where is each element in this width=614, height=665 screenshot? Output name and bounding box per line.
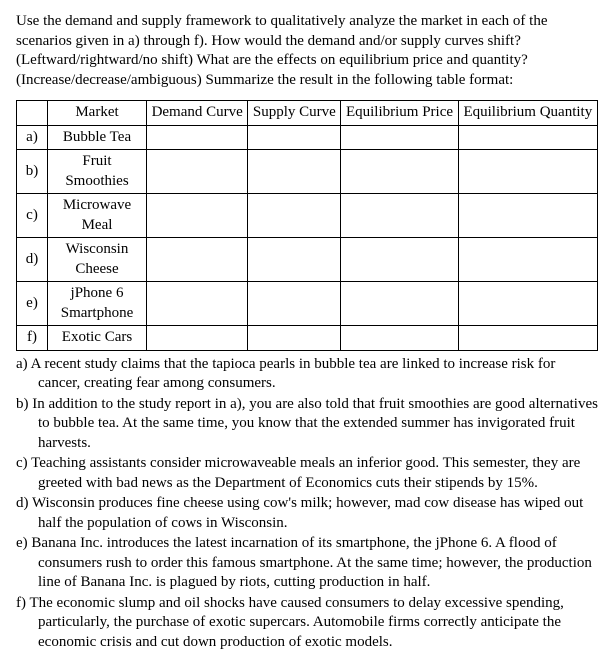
row-label: f) (17, 326, 48, 351)
table-row: a) Bubble Tea (17, 125, 598, 150)
row-market: jPhone 6 Smartphone (48, 282, 147, 326)
header-price: Equilibrium Price (341, 101, 458, 126)
row-supply (248, 282, 341, 326)
row-quantity (458, 282, 597, 326)
row-market: Microwave Meal (48, 194, 147, 238)
row-quantity (458, 125, 597, 150)
row-supply (248, 326, 341, 351)
row-demand (147, 238, 248, 282)
table-row: f) Exotic Cars (17, 326, 598, 351)
scenarios-list: a) A recent study claims that the tapioc… (16, 355, 598, 653)
row-supply (248, 194, 341, 238)
row-quantity (458, 238, 597, 282)
row-quantity (458, 194, 597, 238)
row-label: e) (17, 282, 48, 326)
row-label: c) (17, 194, 48, 238)
table-row: d) Wisconsin Cheese (17, 238, 598, 282)
header-quantity: Equilibrium Quantity (458, 101, 597, 126)
table-row: b) Fruit Smoothies (17, 150, 598, 194)
row-market: Exotic Cars (48, 326, 147, 351)
table-row: c) Microwave Meal (17, 194, 598, 238)
row-price (341, 194, 458, 238)
intro-line: (Leftward/rightward/no shift) What are t… (16, 52, 528, 68)
table-row: e) jPhone 6 Smartphone (17, 282, 598, 326)
row-price (341, 326, 458, 351)
row-label: a) (17, 125, 48, 150)
scenario-d: d) Wisconsin produces fine cheese using … (16, 494, 598, 533)
row-label: b) (17, 150, 48, 194)
row-price (341, 282, 458, 326)
row-demand (147, 282, 248, 326)
row-demand (147, 150, 248, 194)
row-demand (147, 326, 248, 351)
row-price (341, 150, 458, 194)
analysis-table: Market Demand Curve Supply Curve Equilib… (16, 100, 598, 351)
row-quantity (458, 150, 597, 194)
scenario-f: f) The economic slump and oil shocks hav… (16, 594, 598, 653)
row-price (341, 238, 458, 282)
row-supply (248, 125, 341, 150)
row-demand (147, 125, 248, 150)
row-quantity (458, 326, 597, 351)
scenario-a: a) A recent study claims that the tapioc… (16, 355, 598, 394)
header-blank (17, 101, 48, 126)
intro-line: Use the demand and supply framework to q… (16, 13, 547, 29)
row-demand (147, 194, 248, 238)
scenario-e: e) Banana Inc. introduces the latest inc… (16, 534, 598, 593)
row-market: Fruit Smoothies (48, 150, 147, 194)
row-market: Wisconsin Cheese (48, 238, 147, 282)
table-header-row: Market Demand Curve Supply Curve Equilib… (17, 101, 598, 126)
row-supply (248, 238, 341, 282)
scenario-b: b) In addition to the study report in a)… (16, 395, 598, 454)
intro-line: scenarios given in a) through f). How wo… (16, 33, 521, 49)
row-supply (248, 150, 341, 194)
row-price (341, 125, 458, 150)
row-market: Bubble Tea (48, 125, 147, 150)
intro-paragraph: Use the demand and supply framework to q… (16, 12, 598, 90)
header-market: Market (48, 101, 147, 126)
header-demand: Demand Curve (147, 101, 248, 126)
intro-line: (Increase/decrease/ambiguous) Summarize … (16, 72, 513, 88)
scenario-c: c) Teaching assistants consider microwav… (16, 454, 598, 493)
row-label: d) (17, 238, 48, 282)
header-supply: Supply Curve (248, 101, 341, 126)
